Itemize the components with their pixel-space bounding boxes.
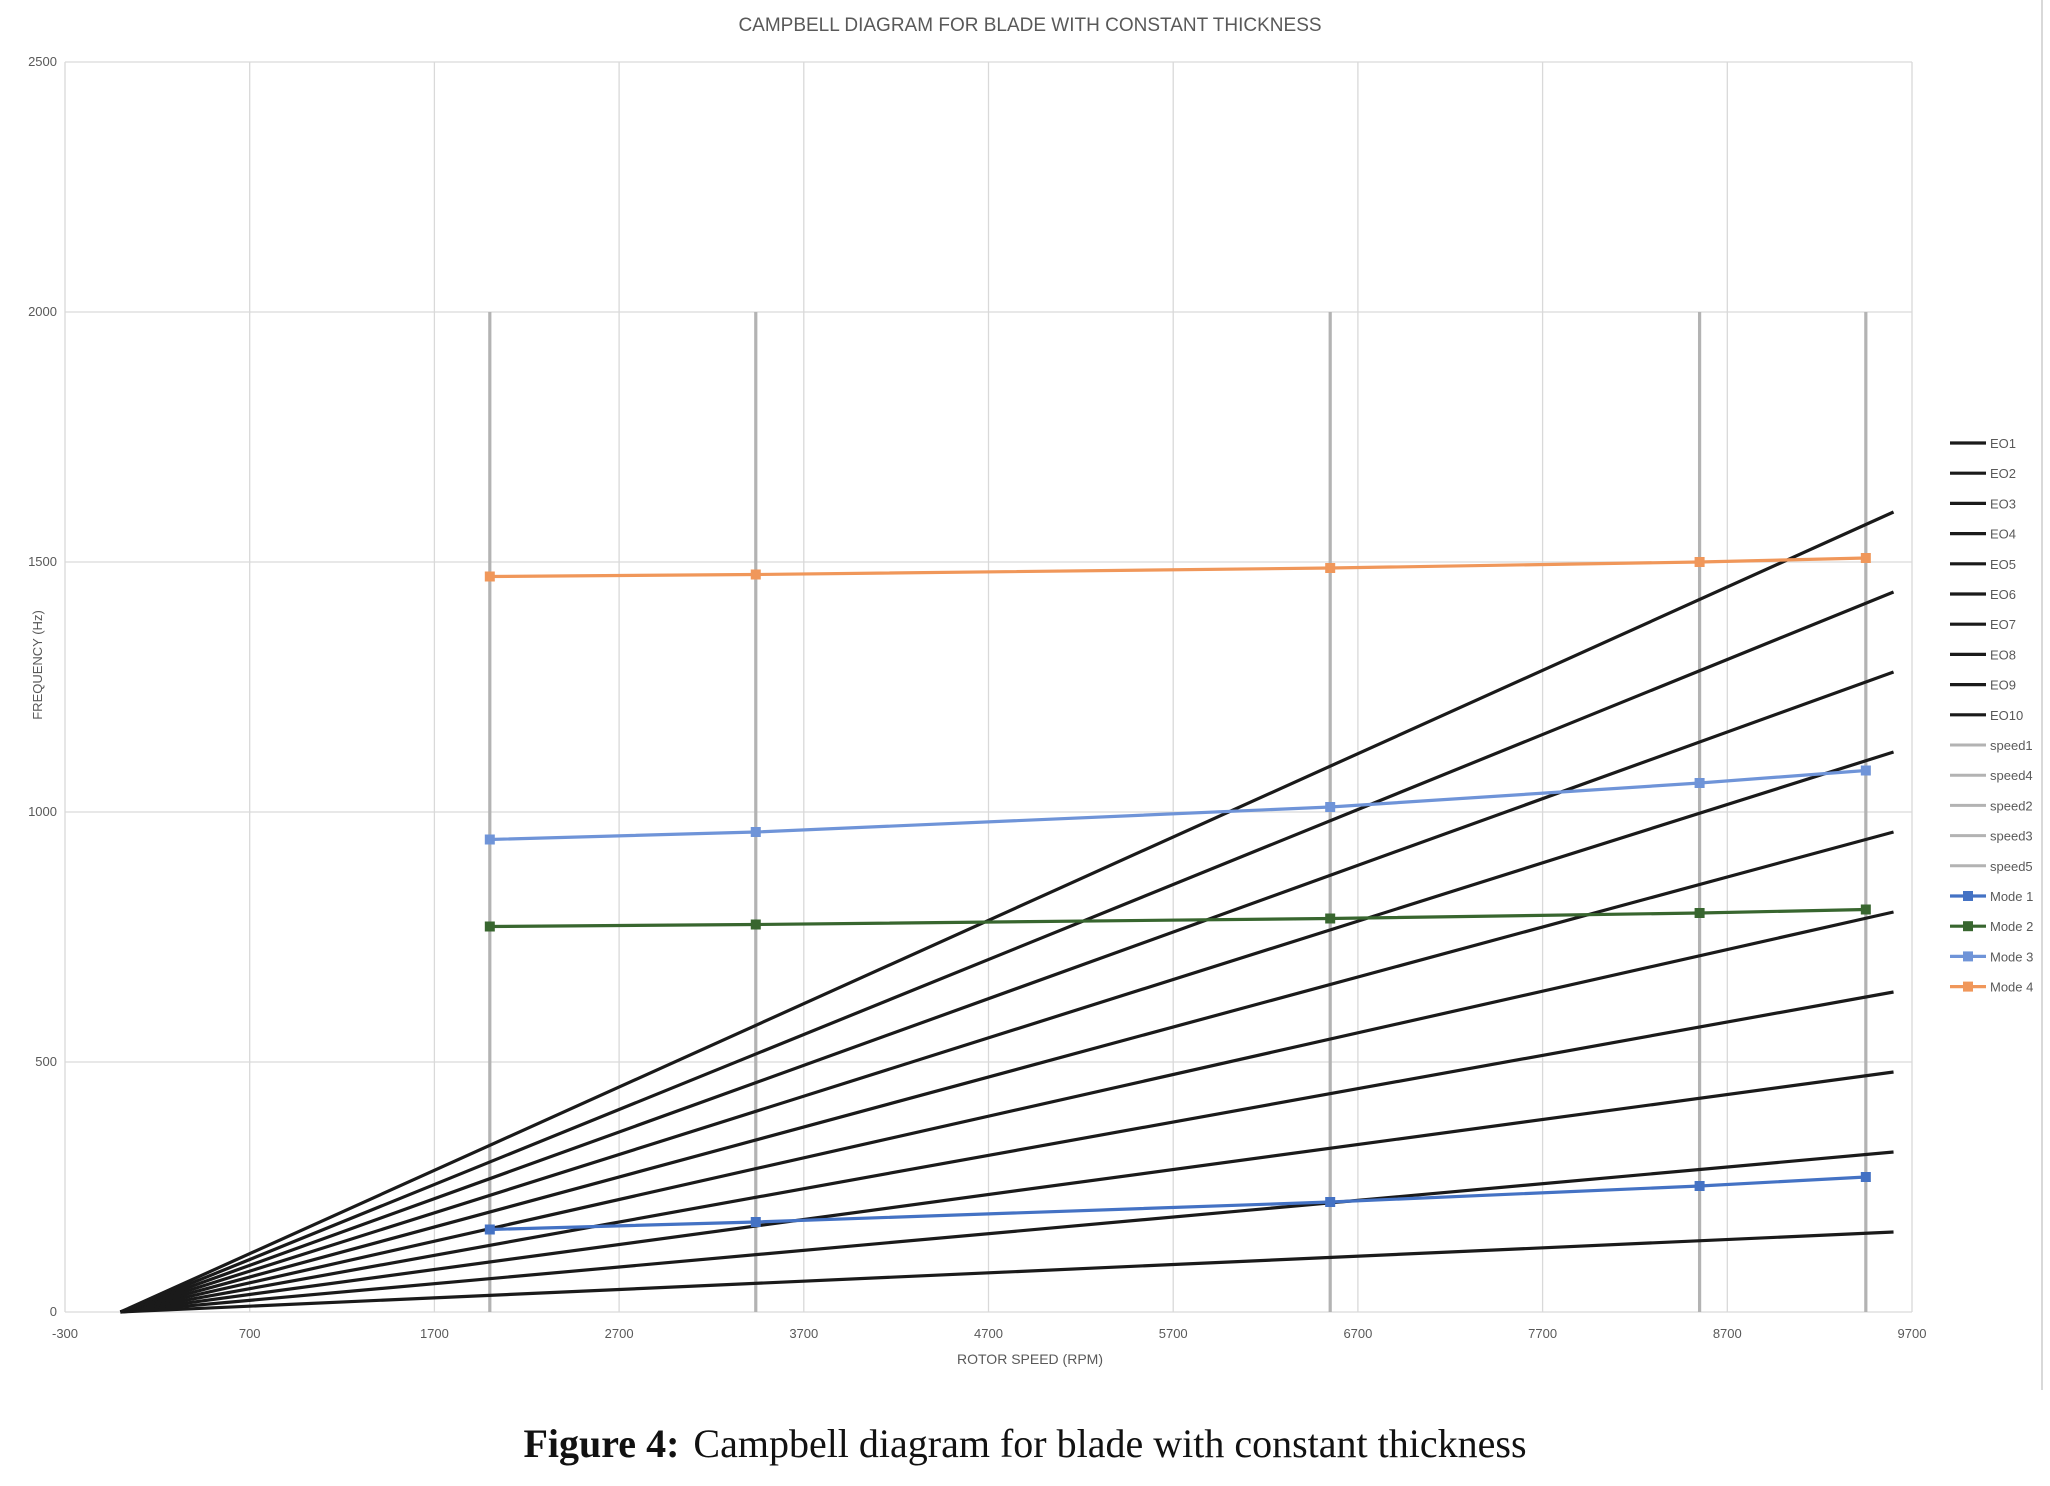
series-line-eo7 (119, 750, 1895, 1314)
tick-labels: -300 700 1700 2700 3700 4700 5700 6700 7700 8700 9… (28, 54, 1926, 1341)
x-tick-label: 4700 (974, 1326, 1003, 1341)
legend-marker-mode-2 (1963, 921, 1973, 932)
y-axis-label: FREQUENCY (Hz) (30, 610, 45, 720)
series-line-eo6 (119, 830, 1894, 1314)
legend-marker-mode-3 (1963, 951, 1973, 962)
series-line-eo2 (120, 1150, 1894, 1314)
data-point-mode-1 (750, 1217, 761, 1227)
legend-label-eo4: EO4 (1990, 527, 2016, 542)
data-point-mode-3 (1860, 765, 1871, 776)
legend: EO1 EO2 EO3 EO4 EO5 EO6 EO7 EO8 EO9 EO10 speed1 spe… (1950, 436, 2033, 995)
series-line-eo8 (119, 670, 1895, 1314)
x-tick-label: 700 (239, 1326, 261, 1341)
figure-caption-text: Campbell diagram for blade with constant… (693, 1421, 1527, 1466)
data-point-mode-3 (1325, 802, 1336, 812)
series-line-eo5 (120, 910, 1894, 1314)
data-point-mode-3 (750, 827, 761, 837)
campbell-chart: -300 700 1700 2700 3700 4700 5700 6700 7700 8700 9… (0, 0, 2050, 1390)
data-point-mode-1 (1694, 1181, 1705, 1191)
data-point-mode-1 (1860, 1172, 1871, 1182)
x-tick-label: 5700 (1159, 1326, 1188, 1341)
data-point-mode-4 (1694, 557, 1705, 567)
data-point-mode-2 (750, 919, 761, 930)
x-axis-label: ROTOR SPEED (RPM) (957, 1351, 1103, 1367)
x-tick-label: 9700 (1898, 1326, 1927, 1341)
data-point-mode-2 (484, 921, 495, 932)
legend-label-mode-4: Mode 4 (1990, 980, 2033, 995)
legend-label-eo7: EO7 (1990, 617, 2016, 632)
x-tick-label: 3700 (789, 1326, 818, 1341)
x-tick-label: 6700 (1343, 1326, 1372, 1341)
y-tick-label: 2000 (28, 304, 57, 319)
data-point-mode-2 (1694, 908, 1705, 918)
legend-label-speed5: speed5 (1990, 859, 2033, 874)
data-point-mode-4 (1860, 553, 1871, 563)
data-point-mode-4 (750, 569, 761, 580)
legend-label-mode-1: Mode 1 (1990, 889, 2033, 904)
legend-label-speed4: speed4 (1990, 768, 2033, 783)
chart-title: CAMPBELL DIAGRAM FOR BLADE WITH CONSTANT… (738, 15, 1321, 36)
legend-label-speed1: speed1 (1990, 738, 2033, 753)
legend-label-speed3: speed3 (1990, 829, 2033, 844)
data-point-mode-3 (1694, 778, 1705, 788)
x-tick-label: 2700 (605, 1326, 634, 1341)
data-point-mode-1 (484, 1224, 495, 1235)
data-point-mode-2 (1860, 904, 1871, 915)
series-line-eo9 (119, 590, 1895, 1314)
y-tick-label: 1500 (28, 554, 57, 569)
legend-label-eo5: EO5 (1990, 557, 2016, 572)
gridlines (64, 61, 1913, 1313)
data-point-mode-4 (1325, 563, 1336, 573)
figure-caption: Figure 4: Campbell diagram for blade with… (0, 1420, 2050, 1467)
data-point-mode-2 (1325, 913, 1336, 924)
legend-label-eo9: EO9 (1990, 678, 2016, 693)
data-point-mode-3 (484, 834, 495, 845)
series-line-eo1 (120, 1230, 1894, 1314)
y-tick-label: 0 (50, 1304, 57, 1319)
x-tick-label: -300 (52, 1326, 78, 1341)
series-line-eo4 (120, 990, 1894, 1314)
legend-marker-mode-1 (1963, 891, 1973, 901)
legend-label-speed2: speed2 (1990, 798, 2033, 813)
engine-order-lines (119, 510, 1895, 1314)
y-tick-label: 1000 (28, 804, 57, 819)
legend-label-eo8: EO8 (1990, 647, 2016, 662)
mode-lines (484, 553, 1871, 1235)
legend-label-eo6: EO6 (1990, 587, 2016, 602)
chart-background (0, 0, 2050, 1390)
y-tick-label: 500 (35, 1054, 57, 1069)
legend-marker-mode-4 (1963, 981, 1973, 992)
series-line-eo3 (120, 1070, 1894, 1314)
series-line-eo10 (119, 510, 1895, 1314)
x-tick-label: 7700 (1528, 1326, 1557, 1341)
legend-label-mode-3: Mode 3 (1990, 949, 2033, 964)
chart-svg: -300 700 1700 2700 3700 4700 5700 6700 7700 8700 9… (0, 0, 2050, 1390)
legend-label-eo2: EO2 (1990, 466, 2016, 481)
legend-label-eo3: EO3 (1990, 496, 2016, 511)
data-point-mode-1 (1325, 1197, 1336, 1207)
data-point-mode-4 (484, 571, 495, 582)
x-tick-label: 8700 (1713, 1326, 1742, 1341)
legend-label-eo10: EO10 (1990, 708, 2023, 723)
legend-label-mode-2: Mode 2 (1990, 919, 2033, 934)
legend-label-eo1: EO1 (1990, 436, 2016, 451)
y-tick-label: 2500 (28, 54, 57, 69)
x-tick-label: 1700 (420, 1326, 449, 1341)
figure-label: Figure 4: (523, 1421, 680, 1466)
